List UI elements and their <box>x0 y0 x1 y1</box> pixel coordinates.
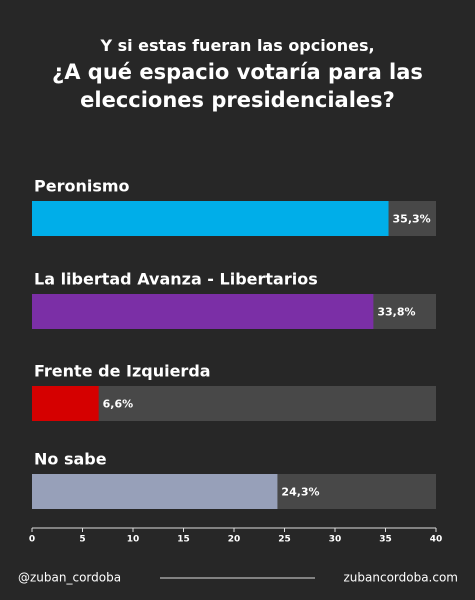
category-label: Frente de Izquierda <box>34 362 211 381</box>
x-tick-label: 5 <box>79 535 85 545</box>
header: Y si estas fueran las opciones, ¿A qué e… <box>20 34 455 114</box>
x-tick-label: 35 <box>379 535 392 545</box>
category-label: No sabe <box>34 450 107 469</box>
x-tick-label: 25 <box>278 535 291 545</box>
bar <box>32 386 99 421</box>
category-label: Peronismo <box>34 177 130 196</box>
footer-left: @zuban_cordoba <box>18 571 121 585</box>
x-tick-label: 20 <box>228 535 241 545</box>
bar <box>32 201 389 236</box>
value-label: 6,6% <box>103 398 134 411</box>
value-label: 24,3% <box>281 486 319 499</box>
bar-track <box>32 386 436 421</box>
value-label: 33,8% <box>377 306 415 319</box>
footer-right: zubancordoba.com <box>343 571 458 585</box>
chart-subtitle: Y si estas fueran las opciones, <box>100 36 375 55</box>
x-tick-label: 10 <box>127 535 140 545</box>
x-tick-label: 15 <box>177 535 190 545</box>
category-label: La libertad Avanza - Libertarios <box>34 270 318 289</box>
value-label: 35,3% <box>393 213 431 226</box>
chart-title: ¿A qué espacio votaría para las eleccion… <box>52 60 423 112</box>
bar <box>32 294 374 329</box>
bar <box>32 474 278 509</box>
x-tick-label: 0 <box>29 535 35 545</box>
x-tick-label: 30 <box>329 535 342 545</box>
x-tick-label: 40 <box>430 535 443 545</box>
